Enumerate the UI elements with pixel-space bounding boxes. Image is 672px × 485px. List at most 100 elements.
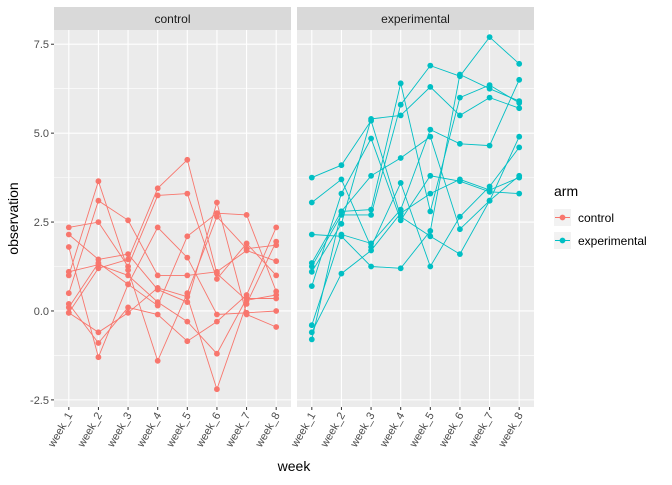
data-point (125, 304, 131, 311)
data-point (516, 144, 523, 151)
data-point (457, 251, 463, 257)
data-point (95, 340, 102, 346)
data-point (516, 76, 523, 83)
data-point (457, 213, 463, 220)
series-line-experimental-7 (311, 135, 520, 340)
data-point (427, 126, 434, 133)
series-line-control-10 (68, 241, 277, 391)
data-point (368, 117, 374, 124)
data-point (214, 350, 220, 357)
data-point (368, 263, 374, 270)
y-tick-label: 5.0 (34, 128, 49, 140)
data-point (397, 210, 404, 217)
data-point (308, 263, 315, 270)
data-point (214, 311, 220, 318)
data-point (65, 290, 72, 297)
data-point (516, 60, 523, 67)
data-point (457, 112, 463, 119)
data-point (368, 212, 374, 218)
y-tick-label: 7.5 (34, 39, 49, 51)
series-line-experimental-10 (311, 177, 520, 333)
data-point (95, 354, 102, 361)
data-point (154, 192, 161, 199)
data-point (308, 336, 315, 343)
data-point (486, 187, 493, 193)
data-point (397, 265, 404, 272)
legend-label: control (578, 211, 614, 225)
data-point (273, 224, 280, 231)
data-point (154, 357, 161, 364)
data-point (368, 135, 374, 142)
data-point (214, 199, 220, 206)
data-point (243, 247, 250, 254)
data-point (486, 142, 493, 149)
data-point (338, 162, 345, 169)
series-line-experimental-5 (311, 137, 520, 287)
data-point (273, 308, 280, 314)
data-point (486, 85, 493, 92)
y-tick-label: 2.5 (34, 217, 49, 229)
data-point (397, 80, 404, 87)
data-point (154, 311, 161, 318)
data-point (214, 318, 220, 325)
data-point (273, 238, 280, 245)
data-point (427, 190, 434, 197)
data-point (65, 309, 72, 316)
series-line-control-5 (68, 193, 277, 280)
data-point (125, 281, 131, 288)
data-point (125, 256, 131, 263)
panel-background (297, 30, 534, 407)
data-point (308, 329, 315, 336)
y-tick-label: 0.0 (34, 306, 49, 318)
data-point (516, 98, 523, 104)
data-point (427, 133, 434, 140)
series-line-control-7 (68, 179, 277, 363)
series-line-control-8 (68, 212, 277, 359)
data-point (427, 228, 434, 234)
data-point (184, 299, 191, 305)
series-line-experimental-8 (311, 147, 520, 268)
data-point (154, 224, 161, 231)
data-point (338, 176, 345, 183)
data-point (338, 208, 345, 215)
data-point (457, 140, 463, 147)
data-point (457, 71, 463, 78)
data-point (95, 219, 102, 226)
data-point (65, 272, 72, 279)
data-point (397, 112, 404, 119)
data-point (486, 94, 493, 101)
data-point (154, 285, 161, 291)
data-point (338, 220, 345, 227)
data-point (486, 34, 493, 40)
data-point (243, 240, 250, 247)
data-point (457, 94, 463, 101)
facet-panel-control: control (54, 7, 291, 407)
data-point (184, 254, 191, 261)
data-point (338, 233, 345, 240)
data-point (308, 231, 315, 238)
legend-label: experimental (578, 234, 647, 248)
data-point (397, 155, 404, 161)
data-point (308, 322, 315, 329)
y-axis-title: observation (5, 182, 21, 254)
data-point (154, 185, 161, 192)
series-line-experimental-9 (311, 119, 520, 255)
data-point (125, 217, 131, 224)
data-point (368, 247, 374, 254)
data-point (65, 224, 72, 231)
data-point (368, 206, 374, 213)
data-point (427, 233, 434, 240)
facet-strip-control (54, 7, 291, 30)
data-point (214, 268, 220, 275)
data-point (95, 265, 102, 272)
data-point (516, 133, 523, 140)
facet-strip-label: experimental (381, 12, 450, 26)
data-point (243, 309, 250, 316)
x-axis-title: week (277, 458, 312, 474)
data-point (214, 386, 220, 393)
data-point (243, 212, 250, 218)
data-point (184, 338, 191, 345)
data-point (243, 301, 250, 307)
